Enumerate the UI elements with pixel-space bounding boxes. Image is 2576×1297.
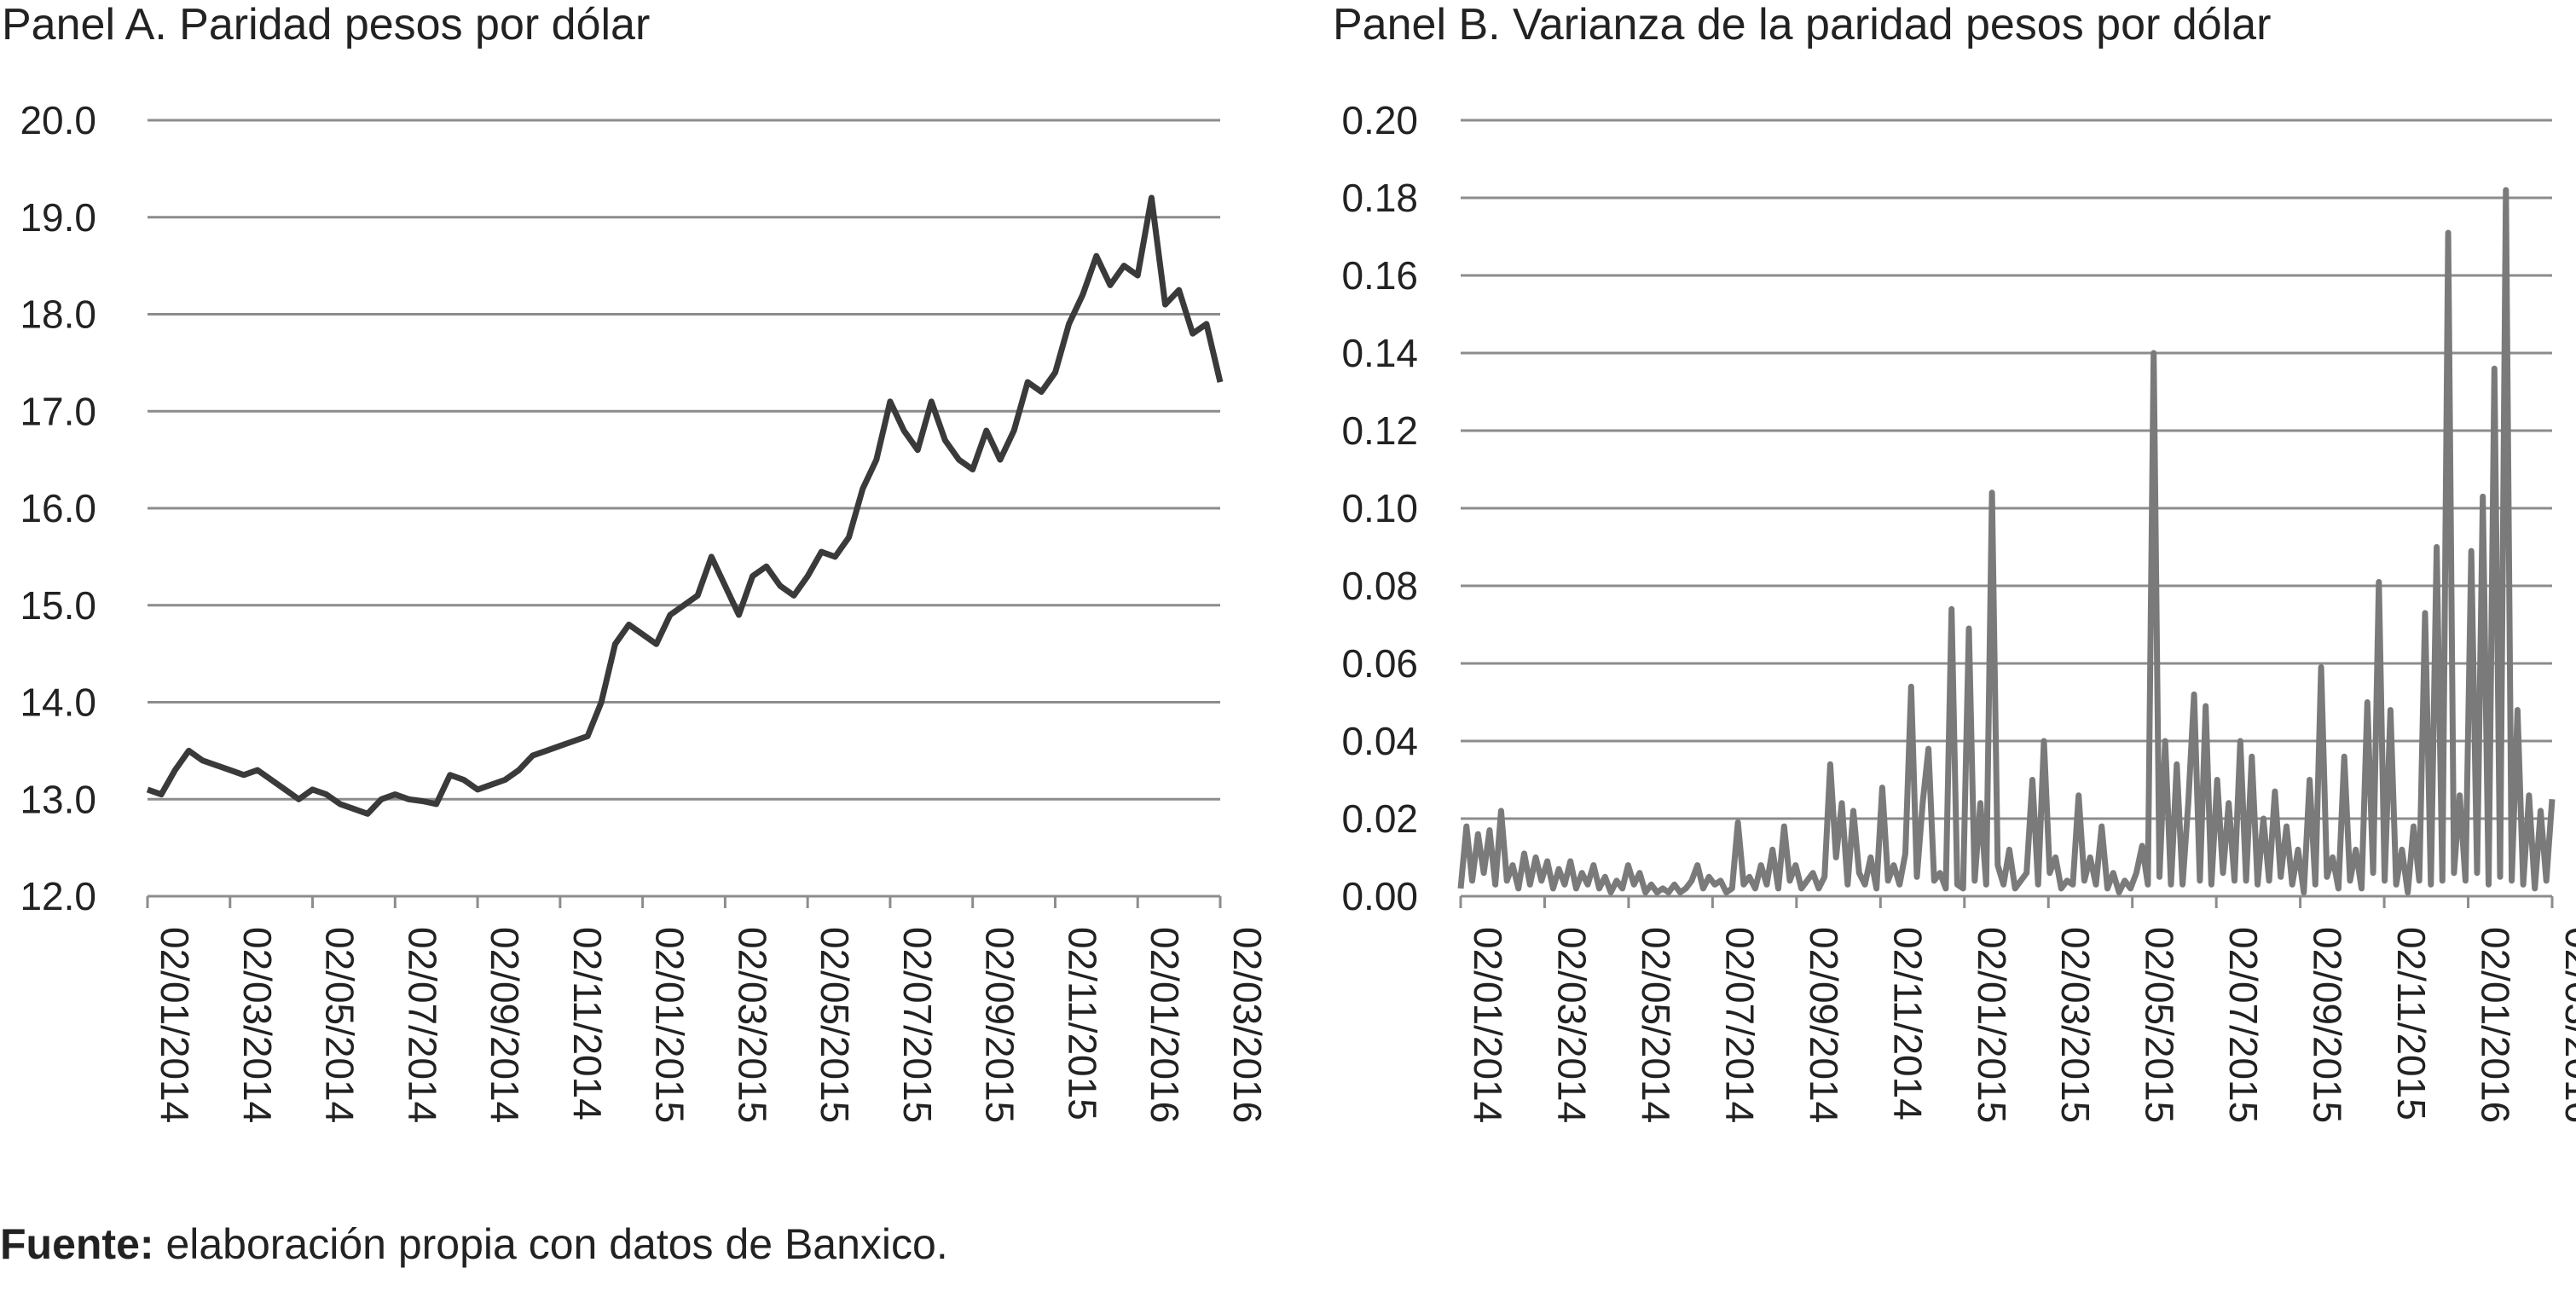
panel-a-x-axis — [146, 896, 1222, 908]
y-tick-label: 13.0 — [20, 777, 96, 821]
x-tick-label: 02/01/2016 — [1143, 927, 1187, 1123]
y-tick-label: 12.0 — [20, 874, 96, 918]
y-tick-label: 18.0 — [20, 292, 96, 337]
series-line — [1457, 187, 2556, 895]
y-tick-label: 0.18 — [1341, 176, 1418, 220]
y-tick-label: 0.04 — [1341, 719, 1418, 763]
y-tick-label: 0.12 — [1341, 408, 1418, 453]
y-tick-label: 0.20 — [1341, 98, 1418, 142]
y-tick-label: 19.0 — [20, 195, 96, 240]
x-tick-label: 02/03/2014 — [235, 927, 280, 1123]
panel-b-y-tick-labels: 0.00 0.02 0.04 0.06 0.08 0.10 0.12 0.14 0.16 0.18… — [1341, 98, 1418, 918]
panel-b-gridlines — [1461, 119, 2552, 898]
y-tick-label: 0.16 — [1341, 253, 1418, 298]
x-tick-label: 02/05/2015 — [813, 927, 857, 1123]
series-line — [146, 194, 1224, 817]
panel-b-x-axis — [1459, 896, 2554, 908]
x-tick-label: 02/07/2015 — [2221, 927, 2266, 1123]
x-tick-label: 02/09/2015 — [2306, 927, 2350, 1123]
x-tick-label: 02/11/2014 — [565, 927, 610, 1120]
panel-b-chart: Panel B. Varianza de la paridad pesos po… — [1333, 0, 2576, 1123]
source-text: elaboración propia con datos de Banxico. — [153, 1220, 948, 1268]
x-tick-label: 02/01/2016 — [2474, 927, 2518, 1123]
x-tick-label: 02/01/2015 — [1970, 927, 2014, 1123]
x-tick-label: 02/11/2015 — [1060, 927, 1104, 1120]
y-tick-label: 0.14 — [1341, 331, 1418, 375]
x-tick-label: 02/03/2016 — [1225, 927, 1270, 1123]
x-tick-label: 02/03/2014 — [1549, 927, 1594, 1123]
source-note: Fuente: elaboración propia con datos de … — [0, 1219, 948, 1269]
x-tick-label: 02/01/2014 — [1466, 927, 1510, 1123]
panel-a-x-tick-labels: 02/01/2014 02/03/2014 02/05/2014 02/07/2014… — [153, 927, 1270, 1123]
source-label: Fuente: — [0, 1220, 154, 1268]
y-tick-label: 16.0 — [20, 486, 96, 530]
y-tick-label: 0.02 — [1341, 796, 1418, 841]
x-tick-label: 02/07/2014 — [1717, 927, 1762, 1123]
x-tick-label: 02/07/2014 — [400, 927, 444, 1123]
y-tick-label: 0.06 — [1341, 641, 1418, 686]
y-tick-label: 14.0 — [20, 680, 96, 725]
x-tick-label: 02/09/2014 — [483, 927, 527, 1123]
panel-a-chart: Panel A. Paridad pesos por dólar 12.0 13.… — [2, 0, 1270, 1123]
y-tick-label: 0.00 — [1341, 874, 1418, 918]
x-tick-label: 02/07/2015 — [895, 927, 940, 1123]
x-tick-label: 02/05/2015 — [2138, 927, 2182, 1123]
x-tick-label: 02/05/2014 — [1634, 927, 1678, 1123]
y-tick-label: 20.0 — [20, 98, 96, 142]
y-tick-label: 17.0 — [20, 389, 96, 433]
panel-b-series — [1457, 187, 2556, 895]
x-tick-label: 02/05/2014 — [318, 927, 362, 1123]
panel-b-title: Panel B. Varianza de la paridad pesos po… — [1333, 0, 2271, 49]
x-tick-label: 02/11/2014 — [1885, 927, 1930, 1120]
x-tick-label: 02/09/2015 — [978, 927, 1022, 1123]
panel-a-series — [146, 194, 1224, 817]
x-tick-label: 02/03/2016 — [2557, 927, 2576, 1123]
y-tick-label: 0.10 — [1341, 486, 1418, 530]
panel-a-title: Panel A. Paridad pesos por dólar — [2, 0, 650, 49]
x-tick-label: 02/03/2015 — [2053, 927, 2098, 1123]
y-tick-label: 15.0 — [20, 583, 96, 628]
panel-a-gridlines — [148, 119, 1220, 898]
x-tick-label: 02/11/2015 — [2389, 927, 2434, 1120]
x-tick-label: 02/03/2015 — [730, 927, 774, 1123]
x-tick-label: 02/09/2014 — [1802, 927, 1846, 1123]
x-tick-label: 02/01/2014 — [153, 927, 197, 1123]
x-tick-label: 02/01/2015 — [648, 927, 692, 1123]
panel-b-x-tick-labels: 02/01/2014 02/03/2014 02/05/2014 02/07/2014… — [1466, 927, 2576, 1123]
panel-a-y-tick-labels: 12.0 13.0 14.0 15.0 16.0 17.0 18.0 19.0 20.0 — [20, 98, 96, 918]
y-tick-label: 0.08 — [1341, 564, 1418, 608]
